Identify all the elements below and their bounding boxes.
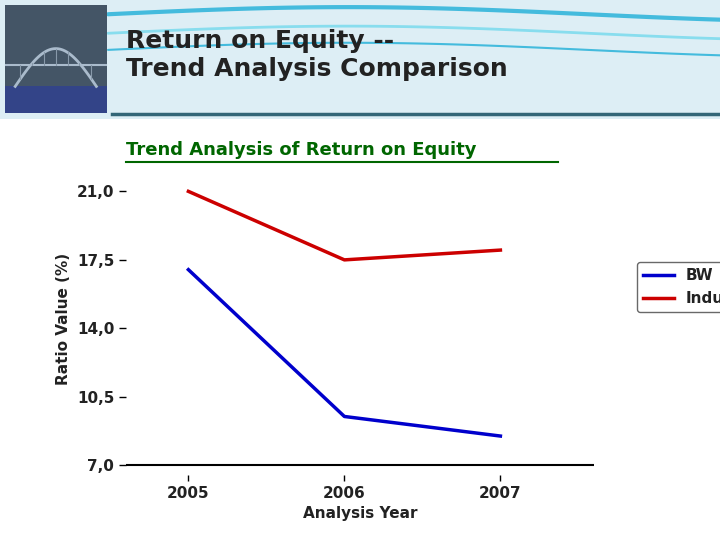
Legend: BW, Industry: BW, Industry — [637, 262, 720, 312]
X-axis label: Analysis Year: Analysis Year — [302, 506, 418, 521]
Text: Trend Analysis of Return on Equity: Trend Analysis of Return on Equity — [126, 141, 477, 159]
Y-axis label: Ratio Value (%): Ratio Value (%) — [56, 253, 71, 384]
Bar — [5, 86, 107, 113]
Text: Return on Equity --
Trend Analysis Comparison: Return on Equity -- Trend Analysis Compa… — [126, 29, 508, 80]
